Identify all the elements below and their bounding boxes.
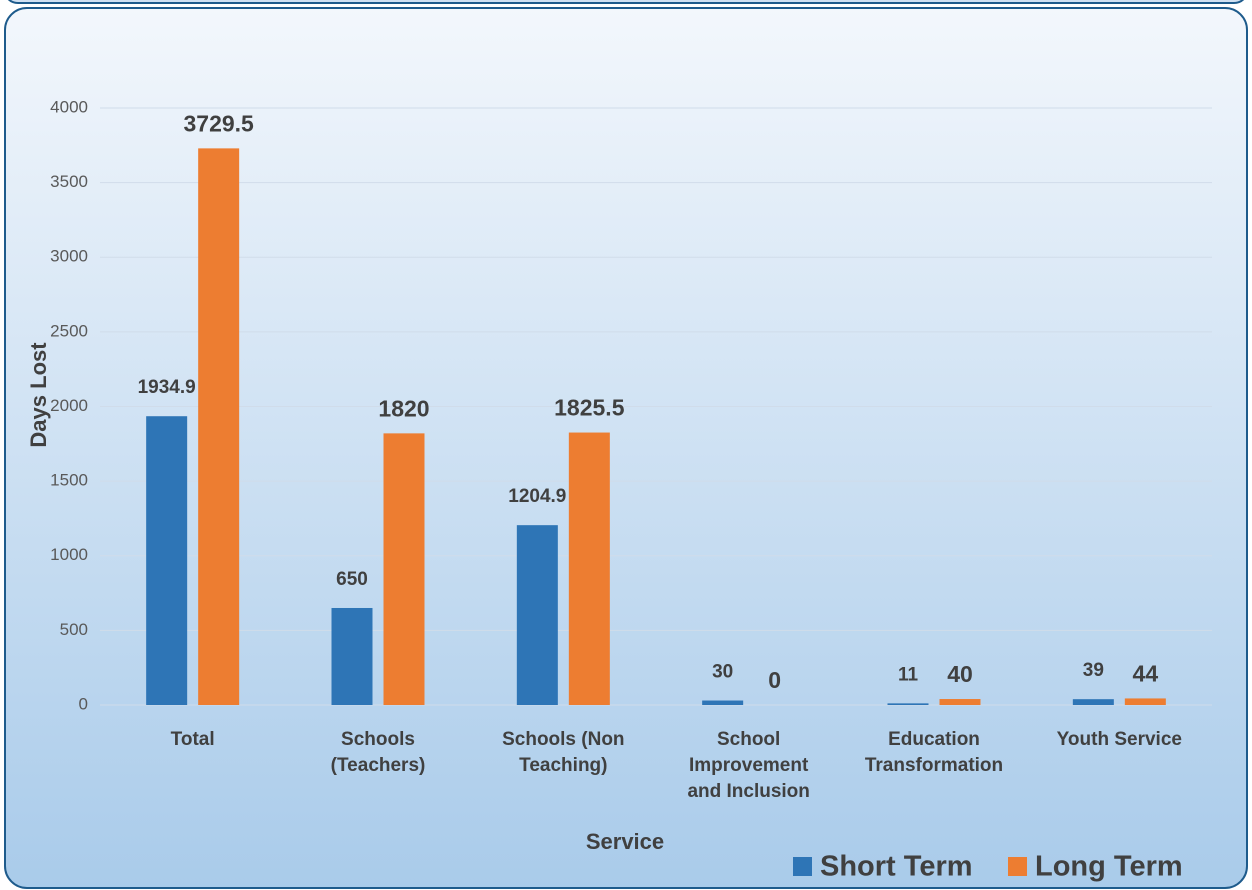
data-label: 1204.9 xyxy=(508,486,566,507)
legend-swatch xyxy=(793,857,812,876)
bar xyxy=(568,432,610,705)
data-label: 11 xyxy=(898,664,919,685)
x-tick-label-line: Education xyxy=(888,729,980,750)
x-tick-label-line: Schools xyxy=(341,729,415,750)
legend-label: Long Term xyxy=(1035,851,1183,883)
x-tick-label-line: Schools (Non xyxy=(502,729,624,750)
x-tick-label-line: Teaching) xyxy=(519,755,607,776)
x-tick-label: Schools (Teachers) xyxy=(331,729,426,776)
data-label: 30 xyxy=(712,662,733,683)
x-tick-label-line: Youth Service xyxy=(1057,729,1182,750)
x-tick-label: Youth Service xyxy=(1057,729,1182,750)
x-tick-label-line: Transformation xyxy=(865,755,1003,776)
x-axis-title: Service xyxy=(586,829,664,854)
bar xyxy=(516,525,558,705)
bar xyxy=(702,700,744,705)
data-label: 39 xyxy=(1083,660,1104,681)
data-label: 1820 xyxy=(378,395,429,421)
y-tick-label: 2000 xyxy=(50,396,88,415)
x-tick-label: Schools (Non Teaching) xyxy=(502,729,624,776)
bar xyxy=(383,433,425,705)
bar xyxy=(198,148,240,705)
y-tick-label: 500 xyxy=(60,620,88,639)
x-tick-label-line: (Teachers) xyxy=(331,755,426,776)
bar xyxy=(887,703,929,705)
x-tick-label: Total xyxy=(171,729,215,750)
data-label: 1934.9 xyxy=(138,377,196,398)
data-label: 3729.5 xyxy=(183,110,254,136)
previous-panel xyxy=(7,0,1245,4)
bar xyxy=(331,607,373,705)
bar xyxy=(1072,699,1114,705)
x-tick-label: Education Transformation xyxy=(865,729,1003,776)
x-tick-label-line: and Inclusion xyxy=(687,781,809,802)
data-label: 44 xyxy=(1133,661,1159,687)
chart-panel xyxy=(4,7,1248,889)
bar xyxy=(939,699,981,705)
y-tick-label: 1000 xyxy=(50,545,88,564)
bar xyxy=(1124,698,1166,705)
y-tick-label: 3500 xyxy=(50,172,88,191)
legend-label: Short Term xyxy=(820,851,973,883)
data-label: 0 xyxy=(768,667,781,693)
y-tick-label: 0 xyxy=(79,694,88,713)
x-tick-label-line: Total xyxy=(171,729,215,750)
legend-swatch xyxy=(1008,857,1027,876)
y-tick-label: 3000 xyxy=(50,247,88,266)
bar xyxy=(146,416,188,705)
y-tick-label: 1500 xyxy=(50,471,88,490)
data-label: 40 xyxy=(947,661,973,687)
x-tick-label-line: School xyxy=(717,729,780,750)
x-tick-label-line: Improvement xyxy=(689,755,809,776)
data-label: 1825.5 xyxy=(554,395,625,421)
data-label: 650 xyxy=(336,569,368,590)
y-axis-title: Days Lost xyxy=(26,342,51,448)
y-tick-label: 4000 xyxy=(50,97,88,116)
y-tick-label: 2500 xyxy=(50,321,88,340)
x-tick-label: School Improvement and Inclusion xyxy=(687,729,809,802)
